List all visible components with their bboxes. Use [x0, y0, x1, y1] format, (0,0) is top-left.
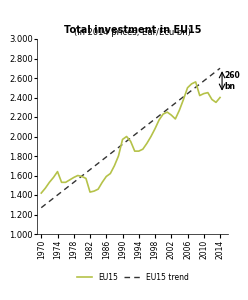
Text: 260
bn: 260 bn: [224, 71, 240, 91]
Text: (in 2014 prices, Eur/Ecu bn): (in 2014 prices, Eur/Ecu bn): [74, 28, 191, 37]
Legend: EU15, EU15 trend: EU15, EU15 trend: [74, 270, 191, 285]
Title: Total investment in EU15: Total investment in EU15: [64, 26, 201, 35]
